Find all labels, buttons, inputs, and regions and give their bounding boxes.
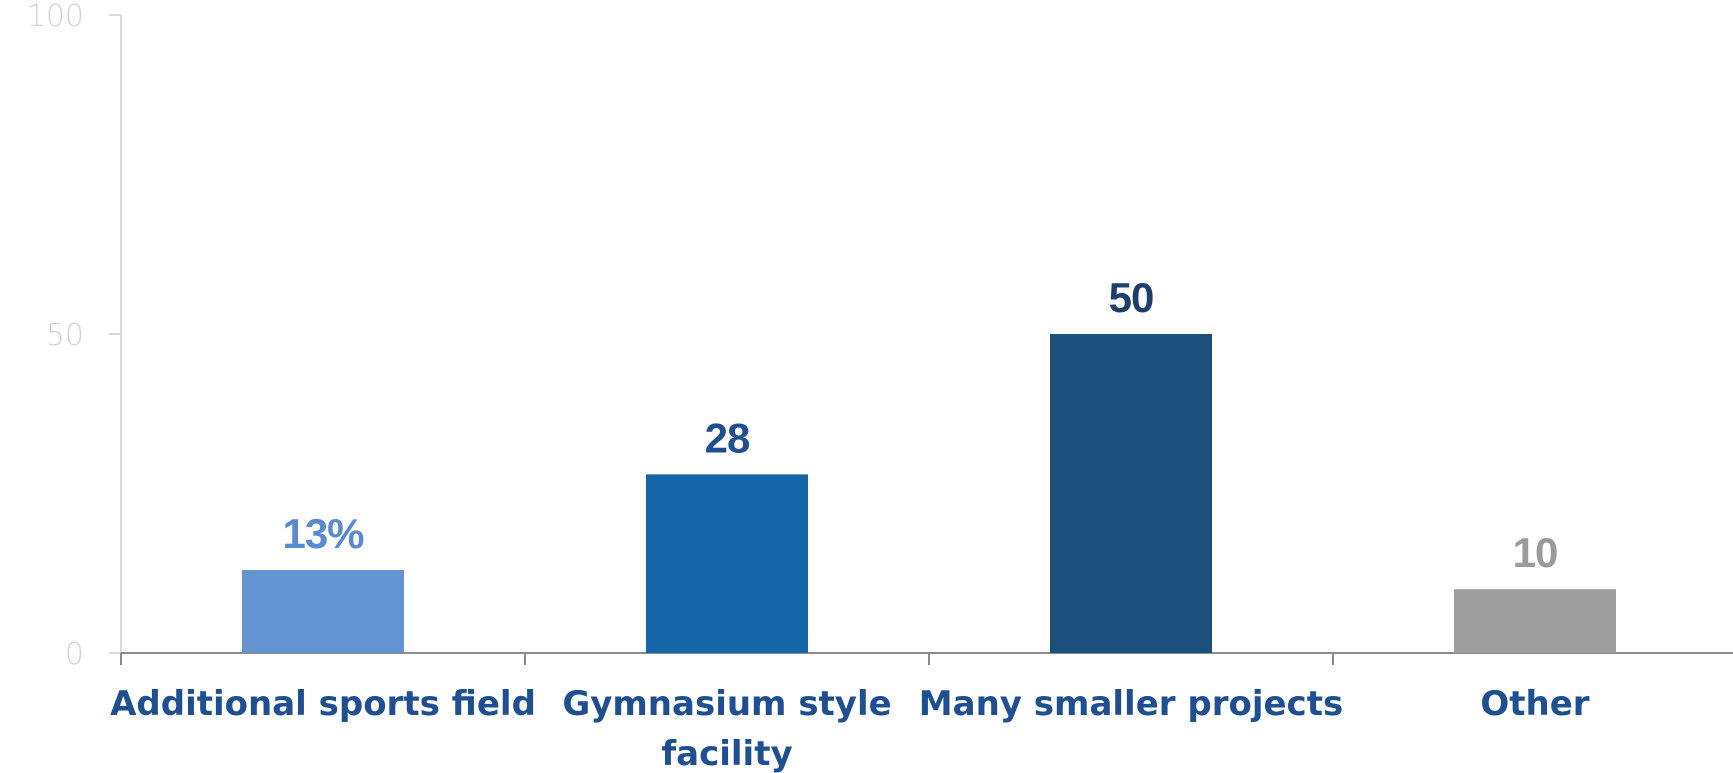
bar	[1454, 589, 1616, 653]
value-label: 50	[1109, 274, 1154, 321]
category-label: Other	[1480, 684, 1589, 724]
category-label: Gymnasium style	[562, 684, 891, 724]
bar	[1050, 334, 1212, 653]
value-label: 28	[705, 414, 750, 461]
bar	[242, 570, 404, 653]
value-label: 10	[1513, 529, 1558, 576]
value-label: 13%	[282, 510, 364, 557]
chart-bars	[242, 334, 1616, 653]
y-tick-label: 0	[65, 637, 84, 672]
chart-labels: 13% Additional sports field 28 Gymnasium st…	[110, 274, 1590, 773]
category-label: facility	[661, 734, 792, 773]
y-tick-label: 100	[27, 0, 84, 34]
category-label: Additional sports field	[110, 684, 536, 724]
category-label: Many smaller projects	[919, 684, 1343, 724]
y-tick-label: 50	[46, 318, 84, 353]
bar	[646, 474, 808, 653]
